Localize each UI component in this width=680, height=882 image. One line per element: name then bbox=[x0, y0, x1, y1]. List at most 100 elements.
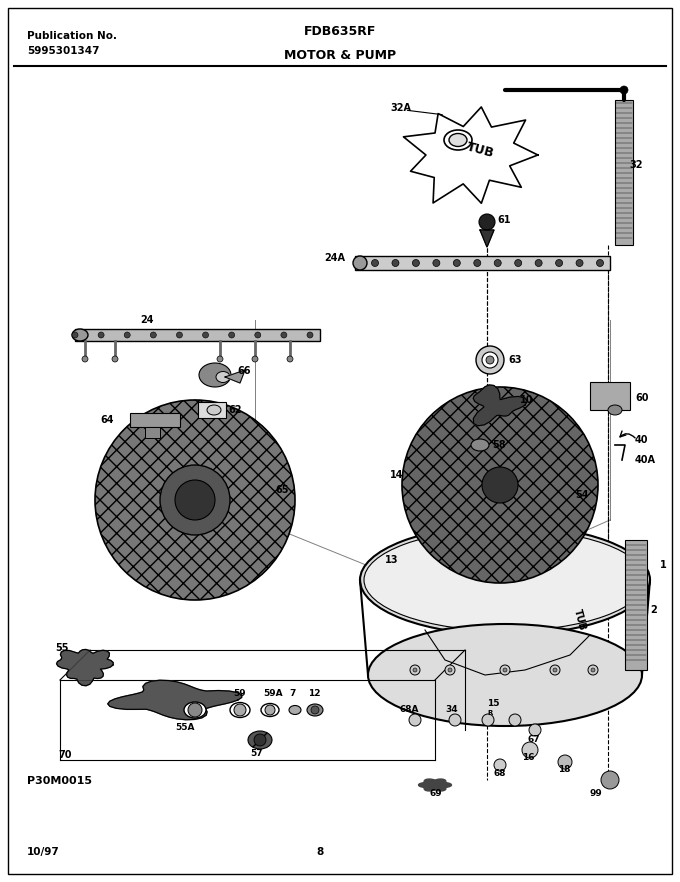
Circle shape bbox=[500, 665, 510, 675]
Circle shape bbox=[620, 86, 628, 94]
Text: 99: 99 bbox=[590, 789, 602, 797]
Text: FDB635RF: FDB635RF bbox=[304, 25, 376, 38]
Circle shape bbox=[281, 332, 287, 338]
Circle shape bbox=[494, 259, 501, 266]
Circle shape bbox=[95, 400, 295, 600]
Ellipse shape bbox=[353, 256, 367, 270]
Text: 10/97: 10/97 bbox=[27, 847, 60, 856]
Ellipse shape bbox=[199, 363, 231, 387]
Circle shape bbox=[175, 480, 215, 520]
Polygon shape bbox=[480, 230, 494, 247]
Text: 69: 69 bbox=[430, 789, 443, 797]
Circle shape bbox=[479, 214, 495, 230]
Polygon shape bbox=[107, 680, 242, 720]
Circle shape bbox=[591, 668, 595, 672]
Circle shape bbox=[72, 332, 78, 338]
Text: 40A: 40A bbox=[635, 455, 656, 465]
Circle shape bbox=[550, 665, 560, 675]
Text: 24: 24 bbox=[140, 315, 154, 325]
Text: P30M0015: P30M0015 bbox=[27, 776, 92, 786]
Text: 1: 1 bbox=[660, 560, 667, 570]
Ellipse shape bbox=[248, 731, 272, 749]
Text: 15: 15 bbox=[487, 699, 500, 708]
Text: 32A: 32A bbox=[390, 103, 411, 113]
Circle shape bbox=[509, 714, 521, 726]
Text: 66: 66 bbox=[237, 366, 250, 376]
Ellipse shape bbox=[289, 706, 301, 714]
Text: 34: 34 bbox=[445, 706, 458, 714]
Text: 24A: 24A bbox=[324, 253, 345, 263]
Text: 57: 57 bbox=[250, 750, 262, 759]
Circle shape bbox=[588, 665, 598, 675]
Ellipse shape bbox=[486, 356, 494, 364]
Text: 63: 63 bbox=[508, 355, 522, 365]
Text: 65: 65 bbox=[275, 485, 288, 495]
Ellipse shape bbox=[72, 329, 88, 341]
Text: 14: 14 bbox=[390, 470, 403, 480]
Text: 59: 59 bbox=[233, 690, 245, 699]
Text: TUB: TUB bbox=[573, 608, 588, 632]
Text: 67: 67 bbox=[527, 736, 540, 744]
Text: 64: 64 bbox=[100, 415, 114, 425]
Circle shape bbox=[433, 259, 440, 266]
Circle shape bbox=[371, 259, 379, 266]
Polygon shape bbox=[403, 107, 538, 203]
Ellipse shape bbox=[230, 702, 250, 717]
Circle shape bbox=[98, 332, 104, 338]
Bar bbox=[198, 402, 226, 418]
Ellipse shape bbox=[360, 525, 650, 635]
Text: 59A: 59A bbox=[263, 690, 283, 699]
Ellipse shape bbox=[307, 704, 323, 716]
Ellipse shape bbox=[482, 352, 498, 368]
Circle shape bbox=[217, 356, 223, 362]
Circle shape bbox=[522, 742, 538, 758]
Text: 55A: 55A bbox=[175, 722, 194, 731]
Bar bbox=[145, 427, 160, 438]
Circle shape bbox=[254, 734, 266, 746]
Ellipse shape bbox=[368, 624, 642, 726]
Circle shape bbox=[412, 259, 420, 266]
Circle shape bbox=[413, 668, 417, 672]
Circle shape bbox=[445, 665, 455, 675]
Text: 55: 55 bbox=[55, 643, 69, 653]
Circle shape bbox=[112, 356, 118, 362]
Text: 70: 70 bbox=[58, 750, 71, 760]
Circle shape bbox=[596, 259, 604, 266]
Ellipse shape bbox=[207, 405, 221, 415]
Circle shape bbox=[474, 259, 481, 266]
Circle shape bbox=[160, 465, 230, 535]
Circle shape bbox=[556, 259, 562, 266]
Circle shape bbox=[409, 714, 421, 726]
Text: Publication No.: Publication No. bbox=[27, 31, 117, 41]
Circle shape bbox=[234, 704, 246, 716]
Circle shape bbox=[150, 332, 156, 338]
Text: R: R bbox=[487, 710, 492, 716]
Text: 5995301347: 5995301347 bbox=[27, 46, 100, 56]
Circle shape bbox=[576, 259, 583, 266]
Circle shape bbox=[307, 332, 313, 338]
Ellipse shape bbox=[364, 529, 646, 631]
Circle shape bbox=[503, 668, 507, 672]
Circle shape bbox=[601, 771, 619, 789]
Circle shape bbox=[203, 332, 209, 338]
Circle shape bbox=[529, 724, 541, 736]
Ellipse shape bbox=[476, 346, 504, 374]
Bar bbox=[625, 540, 647, 670]
Text: 62: 62 bbox=[228, 405, 241, 415]
Text: 18: 18 bbox=[558, 766, 571, 774]
Ellipse shape bbox=[608, 405, 622, 415]
Text: 60: 60 bbox=[635, 393, 649, 403]
Polygon shape bbox=[56, 649, 114, 685]
Circle shape bbox=[402, 387, 598, 583]
Text: 61: 61 bbox=[497, 215, 511, 225]
Text: 7: 7 bbox=[289, 690, 295, 699]
Circle shape bbox=[82, 356, 88, 362]
Text: 68: 68 bbox=[494, 769, 507, 779]
Bar bbox=[615, 100, 633, 245]
Circle shape bbox=[553, 668, 557, 672]
Circle shape bbox=[265, 705, 275, 715]
Circle shape bbox=[482, 467, 518, 503]
Text: 16: 16 bbox=[522, 753, 534, 763]
Bar bbox=[590, 382, 630, 410]
Ellipse shape bbox=[216, 371, 230, 383]
